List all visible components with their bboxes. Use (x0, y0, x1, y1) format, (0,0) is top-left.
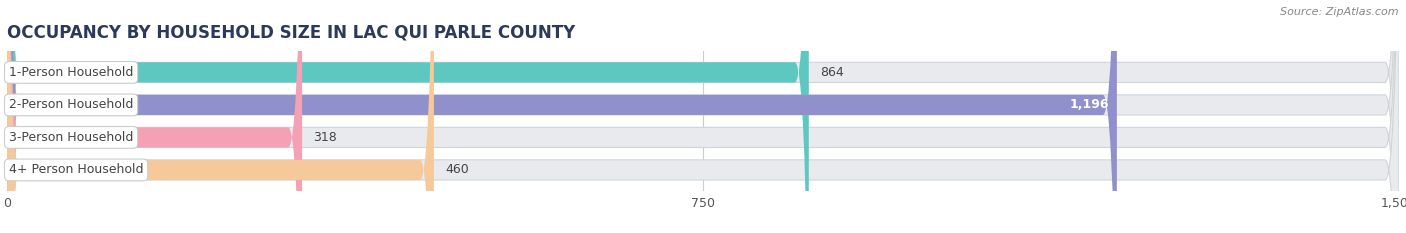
FancyBboxPatch shape (7, 0, 808, 233)
FancyBboxPatch shape (7, 0, 1399, 233)
Text: 2-Person Household: 2-Person Household (8, 98, 134, 111)
FancyBboxPatch shape (7, 0, 1399, 233)
Text: OCCUPANCY BY HOUSEHOLD SIZE IN LAC QUI PARLE COUNTY: OCCUPANCY BY HOUSEHOLD SIZE IN LAC QUI P… (7, 23, 575, 41)
Text: 3-Person Household: 3-Person Household (8, 131, 134, 144)
Text: Source: ZipAtlas.com: Source: ZipAtlas.com (1281, 7, 1399, 17)
FancyBboxPatch shape (7, 0, 1116, 233)
Text: 318: 318 (314, 131, 337, 144)
Text: 864: 864 (820, 66, 844, 79)
FancyBboxPatch shape (7, 0, 302, 233)
Text: 4+ Person Household: 4+ Person Household (8, 163, 143, 176)
FancyBboxPatch shape (7, 0, 1399, 233)
FancyBboxPatch shape (7, 0, 434, 233)
Text: 460: 460 (446, 163, 468, 176)
Text: 1,196: 1,196 (1070, 98, 1109, 111)
FancyBboxPatch shape (7, 0, 1399, 233)
Text: 1-Person Household: 1-Person Household (8, 66, 134, 79)
